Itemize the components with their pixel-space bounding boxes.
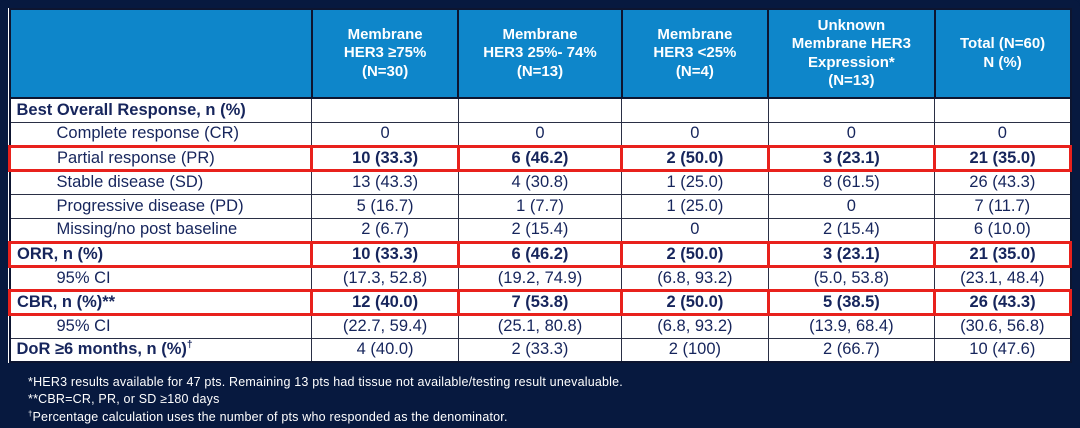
row-label: Complete response (CR) xyxy=(8,121,313,147)
footnote-marker: † xyxy=(186,339,193,351)
footnote-marker: ** xyxy=(28,392,39,407)
value-cell: 0 xyxy=(767,121,936,147)
value-cell: 10 (47.6) xyxy=(934,337,1071,363)
value-cell: (22.7, 59.4) xyxy=(311,313,459,339)
row-label: Progressive disease (PD) xyxy=(8,193,313,219)
value-cell: 0 xyxy=(457,121,623,147)
value-cell: (6.8, 93.2) xyxy=(621,265,769,291)
value-cell: 26 (43.3) xyxy=(934,169,1071,195)
value-cell xyxy=(621,97,769,123)
footnote-line: †Percentage calculation uses the number … xyxy=(28,408,508,424)
value-cell: 0 xyxy=(621,217,769,243)
value-cell: 2 (33.3) xyxy=(457,337,623,363)
table-row: DoR ≥6 months, n (%)† 4 (40.0) 2 (33.3) 2 (… xyxy=(8,337,1071,363)
column-header-total: Total (N=60) N (%) xyxy=(933,8,1072,99)
value-cell: 2 (66.7) xyxy=(767,337,936,363)
value-cell: 0 xyxy=(934,121,1071,147)
table-header: Membrane HER3 ≥75% (N=30) Membrane HER3 … xyxy=(8,8,1072,99)
value-cell: 2 (100) xyxy=(621,337,769,363)
footnote-line: *HER3 results available for 47 pts. Rema… xyxy=(28,375,623,389)
value-cell: (5.0, 53.8) xyxy=(767,265,936,291)
table-row: CBR, n (%)** 12 (40.0) 7 (53.8) 2 (50.0) 5 (… xyxy=(7,288,1072,316)
value-cell: 1 (7.7) xyxy=(457,193,623,219)
footnote-marker: † xyxy=(28,408,33,418)
value-cell: 13 (43.3) xyxy=(311,169,459,195)
table-row: ORR, n (%) 10 (33.3) 6 (46.2) 2 (50.0) 3 (23… xyxy=(7,240,1072,268)
table-row: Best Overall Response, n (%) xyxy=(8,97,1071,123)
value-cell: 1 (25.0) xyxy=(621,169,769,195)
value-cell: 2 (50.0) xyxy=(620,240,770,268)
value-cell xyxy=(767,97,936,123)
table-body: Best Overall Response, n (%) Complete res… xyxy=(7,97,1072,363)
value-cell xyxy=(457,97,623,123)
footnotes: *HER3 results available for 47 pts. Rema… xyxy=(8,363,1072,426)
row-label: Partial response (PR) xyxy=(7,144,314,172)
column-header-her3-unknown: Unknown Membrane HER3 Expression* (N=13) xyxy=(767,8,936,99)
value-cell: 21 (35.0) xyxy=(933,240,1072,268)
table-row: Partial response (PR) 10 (33.3) 6 (46.2) 2 … xyxy=(7,144,1072,172)
value-cell: 7 (53.8) xyxy=(456,288,624,316)
value-cell: 2 (15.4) xyxy=(767,217,936,243)
row-label: 95% CI xyxy=(8,265,313,291)
table-row: Stable disease (SD) 13 (43.3) 4 (30.8) 1 (2… xyxy=(8,169,1071,195)
row-label-header xyxy=(8,8,313,99)
value-cell: 21 (35.0) xyxy=(933,144,1072,172)
value-cell: 10 (33.3) xyxy=(310,144,460,172)
value-cell: (13.9, 68.4) xyxy=(767,313,936,339)
row-label: DoR ≥6 months, n (%)† xyxy=(8,337,313,363)
value-cell: 0 xyxy=(767,193,936,219)
value-cell: 5 (38.5) xyxy=(766,288,937,316)
row-label: CBR, n (%)** xyxy=(7,288,314,316)
value-cell: 12 (40.0) xyxy=(310,288,460,316)
table-row: Progressive disease (PD) 5 (16.7) 1 (7.7) 1… xyxy=(8,193,1071,219)
row-label: Missing/no post baseline xyxy=(8,217,313,243)
value-cell: 8 (61.5) xyxy=(767,169,936,195)
value-cell: 6 (46.2) xyxy=(456,144,624,172)
footnote-marker: * xyxy=(28,375,34,389)
table-row: Complete response (CR) 0 0 0 0 0 xyxy=(8,121,1071,147)
row-label: ORR, n (%) xyxy=(7,240,314,268)
value-cell: 7 (11.7) xyxy=(934,193,1071,219)
value-cell: 3 (23.1) xyxy=(766,240,937,268)
footnote-line: **CBR=CR, PR, or SD ≥180 days xyxy=(28,392,220,407)
column-header-her3-ge75: Membrane HER3 ≥75% (N=30) xyxy=(310,8,460,99)
header-row: Membrane HER3 ≥75% (N=30) Membrane HER3 … xyxy=(8,8,1072,99)
column-header-her3-25-74: Membrane HER3 25%- 74% (N=13) xyxy=(457,8,623,99)
value-cell: (19.2, 74.9) xyxy=(457,265,623,291)
row-label: Best Overall Response, n (%) xyxy=(8,97,313,123)
row-label: Stable disease (SD) xyxy=(8,169,313,195)
row-label: 95% CI xyxy=(8,313,313,339)
value-cell: 0 xyxy=(311,121,459,147)
value-cell xyxy=(311,97,459,123)
value-cell: 3 (23.1) xyxy=(766,144,937,172)
table-row: 95% CI (17.3, 52.8) (19.2, 74.9) (6.8, 93.2… xyxy=(8,265,1071,291)
value-cell: (17.3, 52.8) xyxy=(311,265,459,291)
value-cell xyxy=(934,97,1071,123)
value-cell: 2 (50.0) xyxy=(620,288,770,316)
value-cell: 4 (40.0) xyxy=(311,337,459,363)
value-cell: (6.8, 93.2) xyxy=(621,313,769,339)
value-cell: 2 (50.0) xyxy=(620,144,770,172)
value-cell: 6 (10.0) xyxy=(934,217,1071,243)
column-header-her3-lt25: Membrane HER3 <25% (N=4) xyxy=(620,8,770,99)
value-cell: (30.6, 56.8) xyxy=(934,313,1071,339)
value-cell: 2 (15.4) xyxy=(457,217,623,243)
value-cell: 6 (46.2) xyxy=(456,240,624,268)
value-cell: 2 (6.7) xyxy=(311,217,459,243)
value-cell: 0 xyxy=(621,121,769,147)
table-row: Missing/no post baseline 2 (6.7) 2 (15.4) 0… xyxy=(8,217,1071,243)
value-cell: 26 (43.3) xyxy=(933,288,1072,316)
table-row: 95% CI (22.7, 59.4) (25.1, 80.8) (6.8, 93.2… xyxy=(8,313,1071,339)
response-results-table: Membrane HER3 ≥75% (N=30) Membrane HER3 … xyxy=(7,8,1072,363)
value-cell: 4 (30.8) xyxy=(457,169,623,195)
value-cell: 10 (33.3) xyxy=(310,240,460,268)
value-cell: (25.1, 80.8) xyxy=(457,313,623,339)
value-cell: 1 (25.0) xyxy=(621,193,769,219)
value-cell: 5 (16.7) xyxy=(311,193,459,219)
value-cell: (23.1, 48.4) xyxy=(934,265,1071,291)
